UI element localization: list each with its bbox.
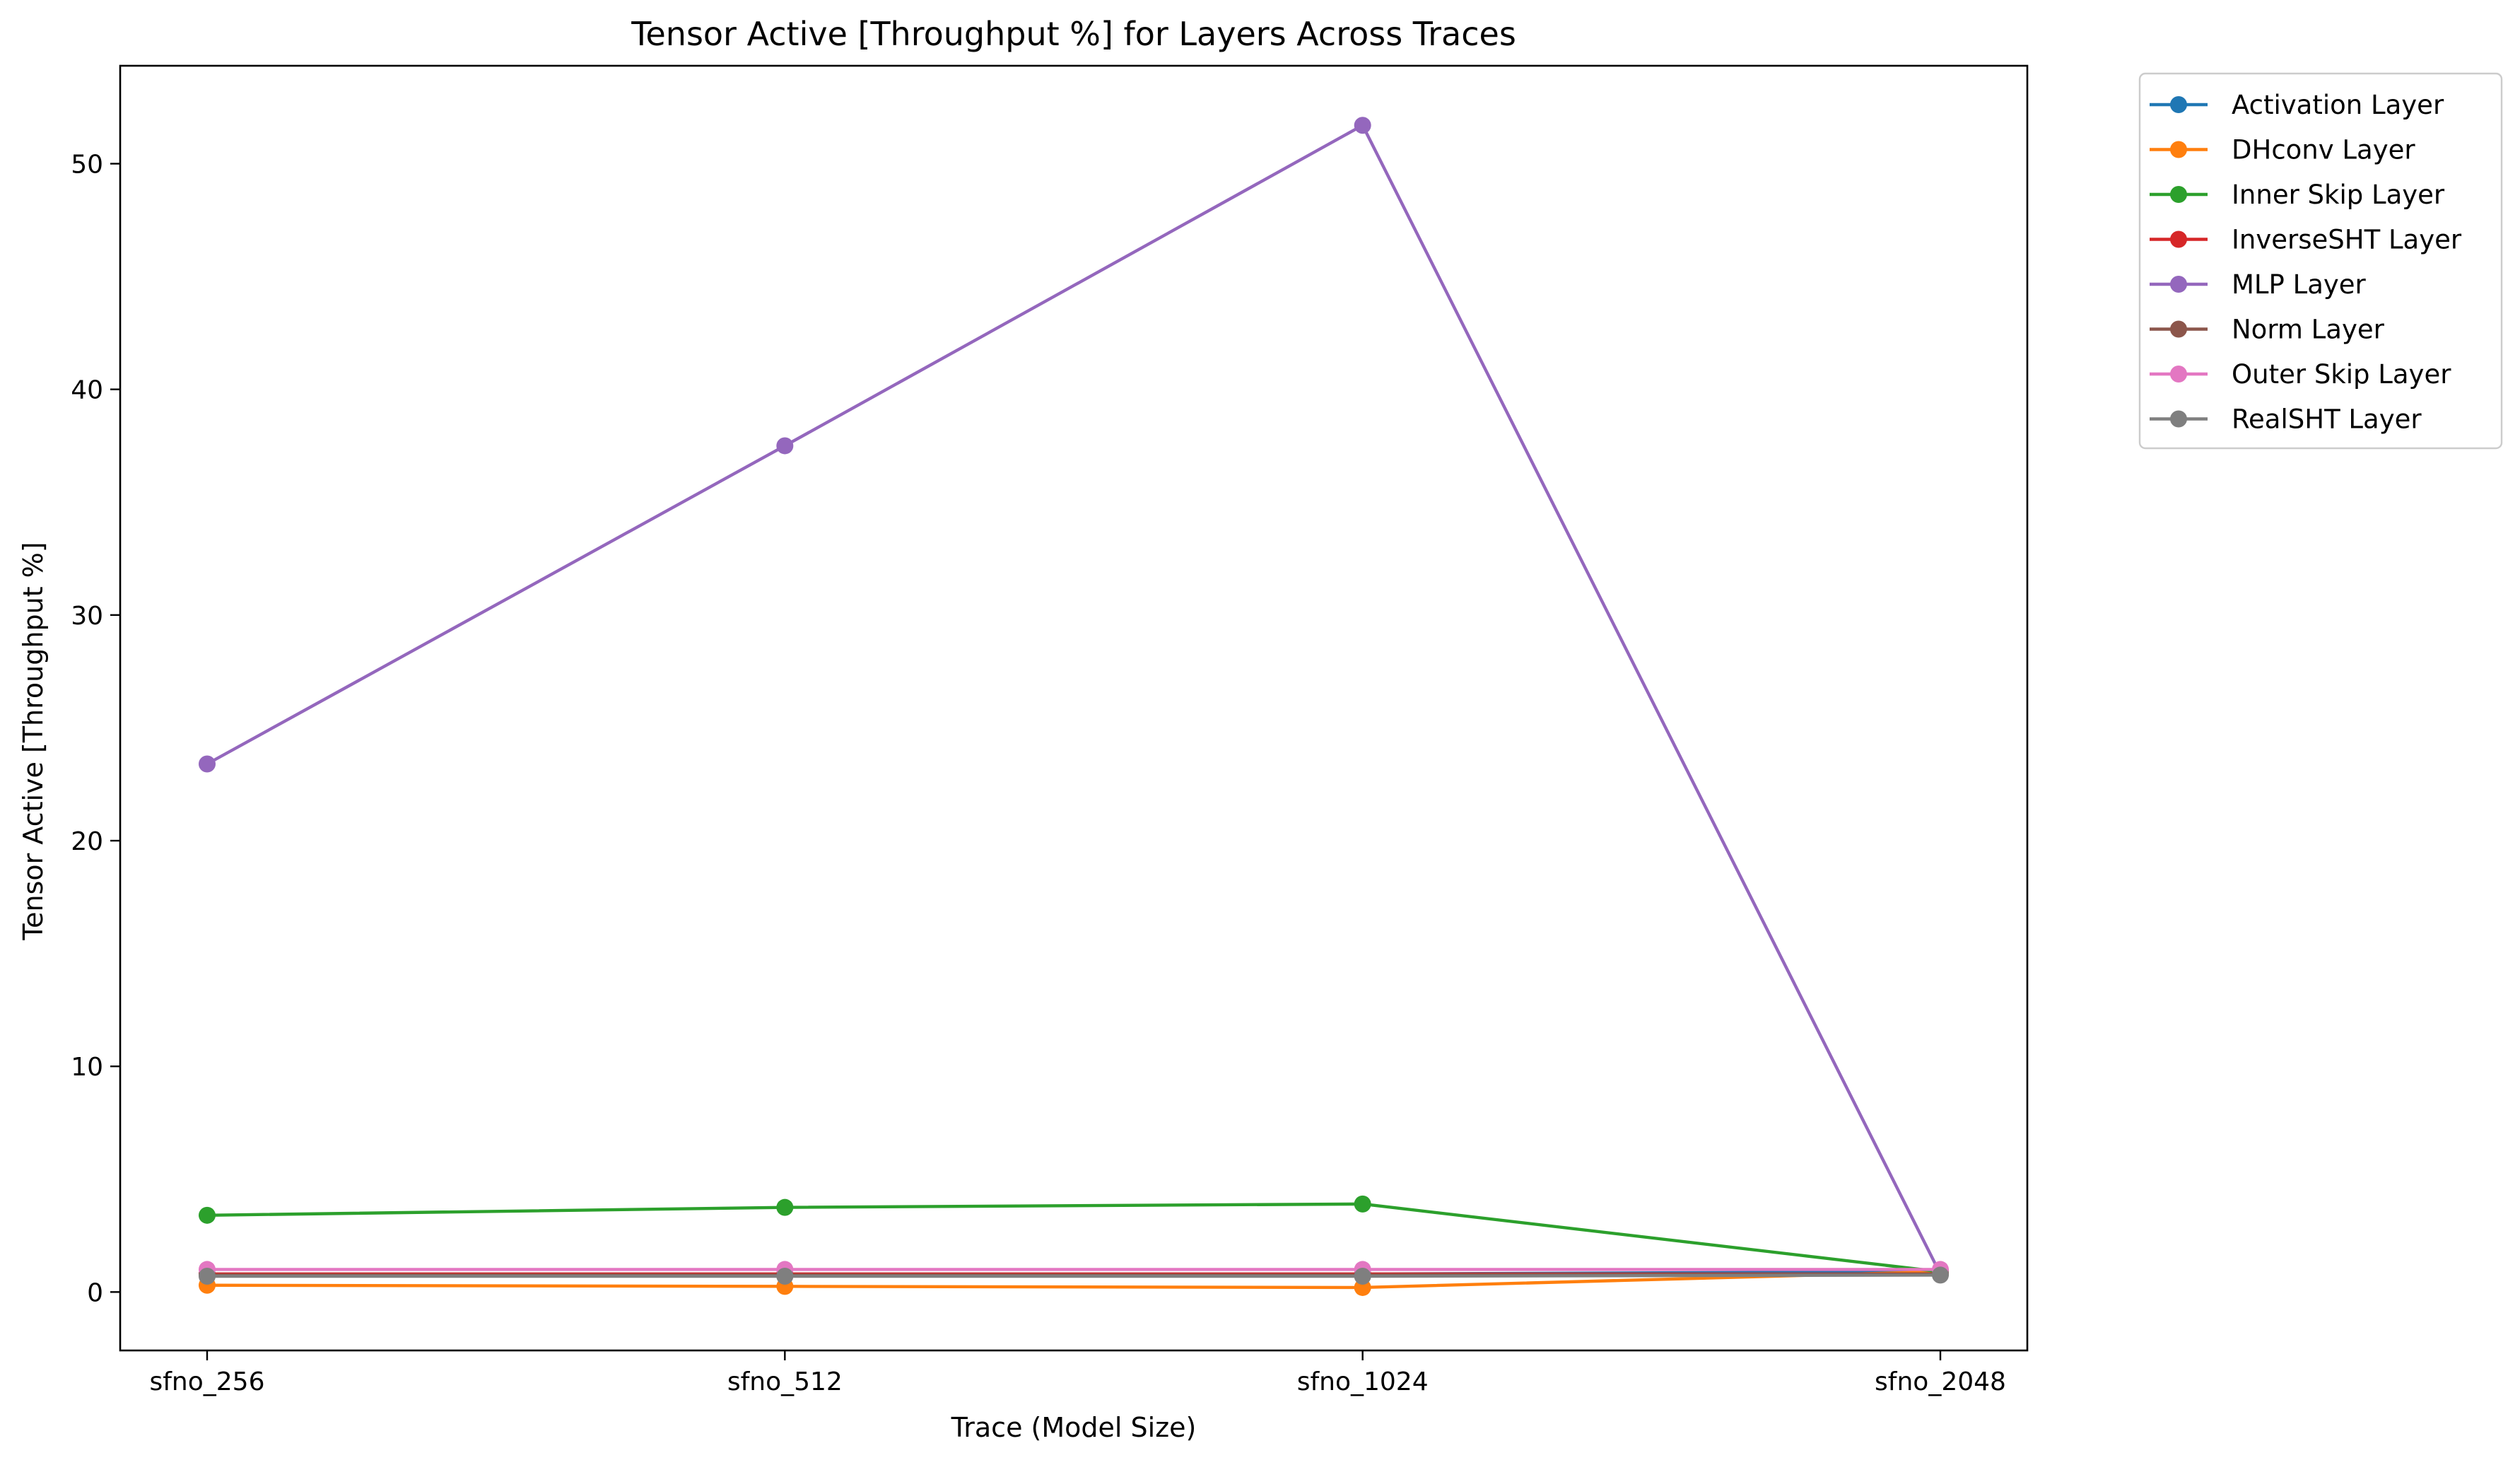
series-line-inner-skip-layer bbox=[206, 1202, 1941, 1273]
y-tick-label: 40 bbox=[71, 376, 103, 405]
legend-marker-inner-skip-layer bbox=[2170, 186, 2187, 203]
series-line-dhconv-layer bbox=[206, 1270, 1941, 1290]
legend-label-activation-layer: Activation Layer bbox=[2232, 90, 2444, 120]
legend-label-inversesht-layer: InverseSHT Layer bbox=[2232, 225, 2462, 255]
legend-label-outer-skip-layer: Outer Skip Layer bbox=[2232, 359, 2451, 390]
legend-label-mlp-layer: MLP Layer bbox=[2232, 269, 2367, 300]
plot-area: sfno_256 sfno_512 sfno_1024 sfno_2048 0 10 20 3… bbox=[71, 117, 2006, 1396]
y-tick-label: 50 bbox=[71, 151, 103, 180]
data-point-realsht-layer bbox=[776, 1267, 794, 1285]
series-line-mlp-layer bbox=[206, 124, 1942, 1275]
data-point-mlp-layer bbox=[199, 755, 216, 773]
legend-marker-activation-layer bbox=[2170, 96, 2187, 113]
legend: Activation Layer DHconv Layer Inner Skip L… bbox=[2138, 72, 2503, 450]
y-axis-label: Tensor Active [Throughput %] bbox=[18, 542, 49, 940]
legend-marker-inversesht-layer bbox=[2170, 230, 2187, 248]
data-point-inner-skip-layer bbox=[199, 1206, 216, 1224]
y-tick-label: 0 bbox=[87, 1278, 103, 1307]
legend-marker-norm-layer bbox=[2170, 320, 2187, 338]
legend-box bbox=[2138, 72, 2503, 450]
data-point-mlp-layer bbox=[1354, 117, 1371, 134]
x-tick-label: sfno_2048 bbox=[1875, 1367, 2006, 1396]
chart-title: Tensor Active [Throughput %] for Layers … bbox=[631, 15, 1516, 53]
x-axis-label: Trace (Model Size) bbox=[951, 1412, 1197, 1443]
data-point-inner-skip-layer bbox=[776, 1198, 794, 1216]
x-tick-label: sfno_1024 bbox=[1297, 1367, 1429, 1396]
data-point-realsht-layer bbox=[1354, 1267, 1371, 1285]
legend-marker-outer-skip-layer bbox=[2170, 366, 2187, 383]
x-tick-label: sfno_256 bbox=[150, 1367, 265, 1396]
series-line-realsht-layer bbox=[207, 1273, 1941, 1278]
legend-marker-realsht-layer bbox=[2170, 410, 2187, 428]
y-tick-label: 30 bbox=[71, 602, 103, 631]
data-point-inner-skip-layer bbox=[1354, 1195, 1371, 1213]
y-tick-label: 10 bbox=[71, 1053, 103, 1082]
data-point-realsht-layer bbox=[199, 1267, 216, 1285]
legend-marker-mlp-layer bbox=[2170, 276, 2187, 293]
y-tick-label: 20 bbox=[71, 827, 103, 856]
legend-label-realsht-layer: RealSHT Layer bbox=[2232, 404, 2422, 435]
legend-label-dhconv-layer: DHconv Layer bbox=[2232, 135, 2415, 165]
legend-label-norm-layer: Norm Layer bbox=[2232, 315, 2385, 345]
data-point-realsht-layer bbox=[1932, 1266, 1949, 1284]
x-tick-label: sfno_512 bbox=[727, 1367, 843, 1396]
plot-frame bbox=[119, 64, 2029, 1352]
data-point-mlp-layer bbox=[776, 437, 794, 455]
legend-label-inner-skip-layer: Inner Skip Layer bbox=[2232, 180, 2445, 210]
legend-marker-dhconv-layer bbox=[2170, 141, 2187, 158]
